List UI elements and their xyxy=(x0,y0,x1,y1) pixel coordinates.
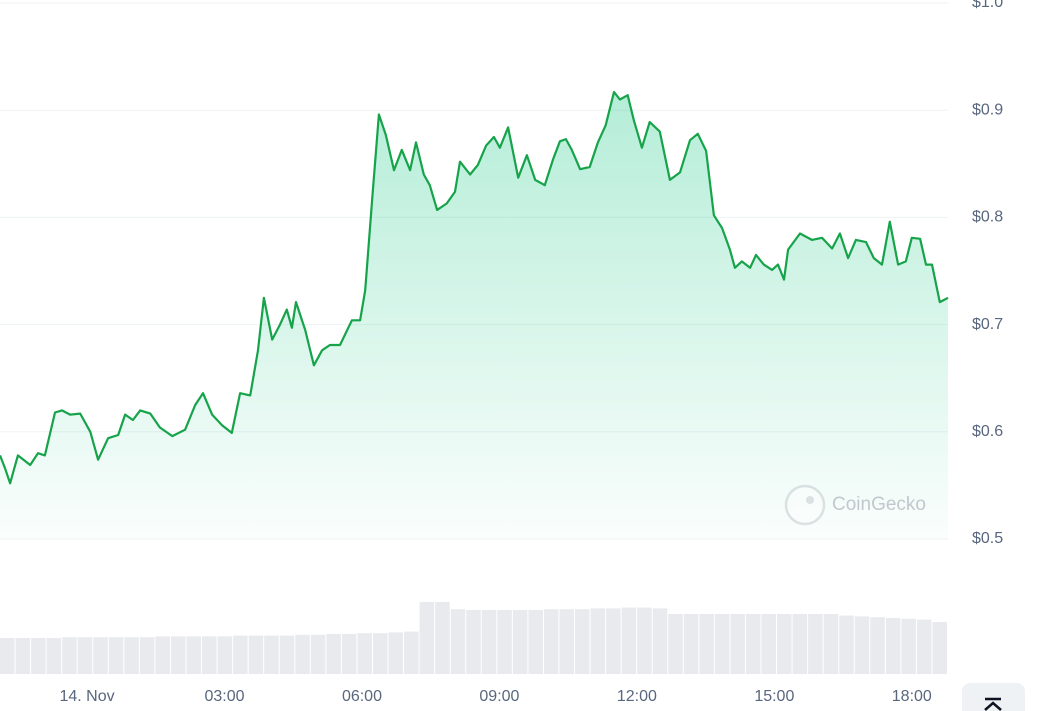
volume-bar xyxy=(279,635,295,674)
y-tick-label: $0.6 xyxy=(972,423,1003,440)
volume-bar xyxy=(419,602,435,674)
volume-bar xyxy=(93,637,108,674)
volume-bar xyxy=(559,609,575,674)
watermark: CoinGecko xyxy=(832,494,926,515)
volume-bar xyxy=(466,610,481,674)
volume-bar xyxy=(621,607,637,674)
price-area xyxy=(0,92,948,539)
volume-bar xyxy=(839,615,854,674)
x-tick-label: 14. Nov xyxy=(59,688,114,705)
x-tick-label: 06:00 xyxy=(342,688,382,705)
volume-bar xyxy=(124,637,139,674)
volume-bar xyxy=(808,614,823,674)
x-tick-label: 15:00 xyxy=(754,688,794,705)
volume-bar xyxy=(761,614,777,674)
scroll-top-button[interactable] xyxy=(962,683,1025,711)
volume-bar xyxy=(637,607,652,674)
volume-bars xyxy=(0,602,947,674)
volume-bar xyxy=(139,637,155,674)
volume-bar xyxy=(0,638,15,674)
volume-bar xyxy=(543,609,559,674)
volume-bar xyxy=(186,636,202,674)
volume-bar xyxy=(699,614,714,674)
volume-bar xyxy=(916,619,932,674)
volume-bar xyxy=(932,622,947,674)
volume-bar xyxy=(854,616,870,674)
volume-bar xyxy=(497,610,512,674)
volume-bar xyxy=(435,602,450,674)
volume-bar xyxy=(404,631,419,674)
volume-bar xyxy=(714,614,730,674)
volume-bar xyxy=(170,636,186,674)
volume-bar xyxy=(575,609,590,674)
volume-bar xyxy=(730,614,745,674)
x-tick-label: 03:00 xyxy=(204,688,244,705)
x-tick-label: 12:00 xyxy=(617,688,657,705)
volume-bar xyxy=(108,637,124,674)
y-tick-label: $1.0 xyxy=(972,0,1003,11)
volume-bar xyxy=(590,608,606,674)
volume-bar xyxy=(217,636,233,674)
volume-bar xyxy=(885,618,901,674)
y-tick-label: $0.8 xyxy=(972,209,1003,226)
volume-bar xyxy=(77,637,93,674)
volume-bar xyxy=(295,634,310,674)
volume-bar xyxy=(777,614,792,674)
volume-bar xyxy=(341,634,357,674)
volume-bar xyxy=(62,637,77,674)
volume-bar xyxy=(264,635,279,674)
volume-bar xyxy=(683,614,699,674)
volume-bar xyxy=(512,610,528,674)
volume-bar xyxy=(388,632,404,674)
volume-bar xyxy=(481,610,497,674)
volume-bar xyxy=(326,634,341,674)
volume-bar xyxy=(606,608,621,674)
volume-bar xyxy=(450,609,466,674)
y-tick-label: $0.5 xyxy=(972,530,1003,547)
price-plot xyxy=(0,90,949,539)
volume-bar xyxy=(15,638,31,674)
volume-bar xyxy=(372,633,388,674)
y-tick-label: $0.7 xyxy=(972,316,1003,333)
y-tick-label: $0.9 xyxy=(972,101,1003,118)
volume-bar xyxy=(652,608,668,674)
volume-bar xyxy=(792,614,808,674)
volume-bar xyxy=(528,610,543,674)
volume-bar xyxy=(155,636,170,674)
volume-bar xyxy=(202,636,217,674)
volume-bar xyxy=(233,635,248,674)
volume-bar xyxy=(248,635,264,674)
volume-bar xyxy=(823,614,839,674)
price-line xyxy=(0,90,949,485)
x-tick-label: 09:00 xyxy=(479,688,519,705)
volume-bar xyxy=(668,614,683,674)
volume-bar xyxy=(901,618,916,674)
volume-bar xyxy=(357,633,372,674)
volume-bar xyxy=(870,617,885,674)
volume-bar xyxy=(310,634,326,674)
labels: $0.5 $0.6 $0.7 $0.8 $0.9 $1.0 14. Nov 03:00 06:0… xyxy=(59,0,1003,705)
volume-bar xyxy=(31,638,46,674)
volume-bar xyxy=(46,638,62,674)
x-tick-label: 18:00 xyxy=(892,688,932,705)
volume-bar xyxy=(745,614,761,674)
watermark-logo xyxy=(784,484,826,526)
